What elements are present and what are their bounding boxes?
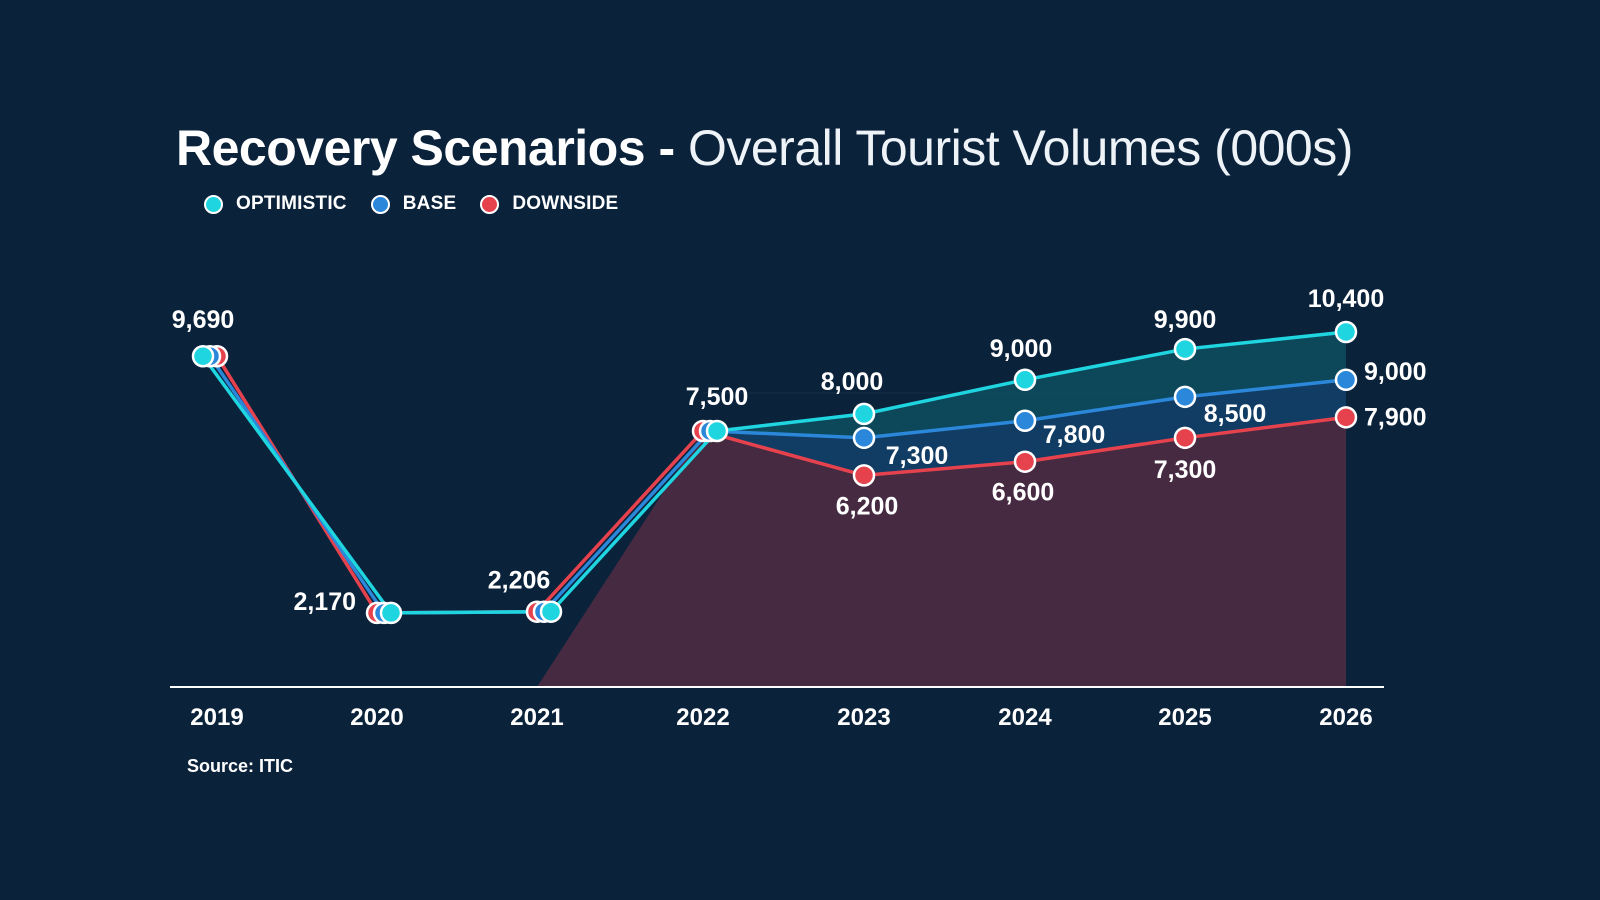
- data-label-layer: 9,690 2,170 2,206 7,500 8,000 9,000 9,900 10,40…: [172, 285, 1427, 616]
- data-label-base-2026: 9,000: [1364, 358, 1427, 386]
- x-tick-label: 2020: [350, 704, 403, 731]
- data-point-downside-2026: [1334, 406, 1358, 429]
- x-tick-label: 2022: [676, 704, 729, 731]
- x-tick-label: 2026: [1319, 704, 1372, 731]
- line-layer: [201, 330, 1347, 615]
- data-point-base-2025: [1173, 385, 1197, 409]
- data-point-base-2024: [1013, 409, 1037, 432]
- area-downside: [537, 417, 1346, 687]
- data-point-downside-2024: [1013, 450, 1037, 473]
- data-label-optimistic-2022: 7,500: [686, 383, 749, 411]
- data-label-downside-2023: 6,200: [836, 492, 899, 520]
- data-label-base-2025: 8,500: [1204, 400, 1267, 428]
- data-point-optimistic-2024: [1013, 368, 1037, 392]
- data-point-optimistic-2023: [852, 402, 876, 426]
- legend-swatch-optimistic: [204, 194, 223, 214]
- point-layer: [191, 320, 1358, 625]
- data-point-optimistic-2026: [1334, 320, 1358, 344]
- x-tick-label: 2025: [1158, 704, 1211, 731]
- data-label-optimistic-2021: 2,206: [488, 567, 551, 595]
- chart-legend: OPTIMISTIC BASE DOWNSIDE: [204, 193, 642, 215]
- data-label-base-2024: 7,800: [1043, 421, 1106, 449]
- legend-item-downside: DOWNSIDE: [480, 193, 618, 215]
- chart-title-light: Overall Tourist Volumes (000s): [674, 120, 1353, 176]
- legend-swatch-downside: [480, 194, 500, 214]
- data-point-optimistic-2025: [1173, 337, 1197, 361]
- data-point-base-2023: [852, 426, 876, 450]
- data-point-base-2026: [1334, 368, 1358, 392]
- x-tick-label: 2023: [837, 704, 890, 731]
- data-label-downside-2026: 7,900: [1364, 403, 1427, 431]
- legend-item-base: BASE: [370, 193, 457, 215]
- data-label-optimistic-2025: 9,900: [1154, 306, 1217, 334]
- legend-label-optimistic: OPTIMISTIC: [236, 193, 347, 214]
- data-label-optimistic-2019: 9,690: [172, 306, 235, 334]
- chart-title: Recovery Scenarios - Overall Tourist Vol…: [176, 118, 1353, 178]
- legend-item-optimistic: OPTIMISTIC: [204, 193, 347, 215]
- x-axis: 2019 2020 2021 2022 2023 2024 2025 2026: [170, 686, 1384, 731]
- x-tick-label: 2019: [190, 704, 243, 731]
- legend-label-downside: DOWNSIDE: [512, 193, 619, 214]
- legend-swatch-base: [370, 194, 390, 214]
- data-point-optimistic-2022: [705, 419, 729, 443]
- data-point-downside-2025: [1173, 426, 1197, 450]
- x-tick-label: 2024: [998, 704, 1052, 731]
- data-label-optimistic-2024: 9,000: [990, 335, 1053, 363]
- data-label-downside-2025: 7,300: [1154, 456, 1217, 484]
- data-point-optimistic-2020: [379, 601, 403, 625]
- data-label-optimistic-2026: 10,400: [1308, 285, 1384, 313]
- chart-title-bold: Recovery Scenarios -: [176, 120, 675, 176]
- source-note: Source: ITIC: [187, 756, 294, 776]
- data-label-optimistic-2023: 8,000: [821, 368, 884, 396]
- data-label-optimistic-2020: 2,170: [293, 588, 356, 616]
- data-label-base-2023: 7,300: [886, 442, 949, 470]
- x-tick-label: 2021: [510, 704, 563, 731]
- legend-label-base: BASE: [402, 193, 457, 214]
- data-point-downside-2023: [852, 464, 876, 487]
- series-line-optimistic: [201, 330, 1347, 615]
- area-layer: [537, 332, 1346, 687]
- data-point-optimistic-2019: [191, 344, 215, 368]
- data-point-optimistic-2021: [539, 600, 563, 623]
- data-label-downside-2024: 6,600: [992, 479, 1055, 507]
